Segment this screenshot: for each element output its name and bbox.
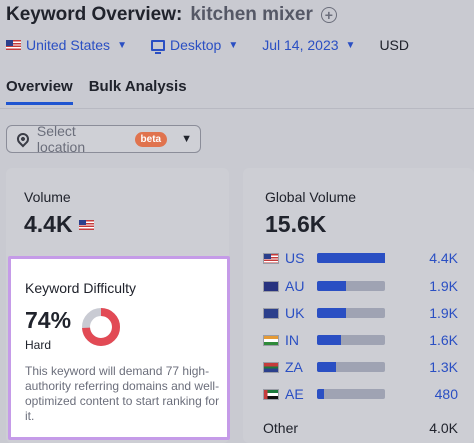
country-volume: 1.9K <box>429 305 458 321</box>
share-bar-fill <box>317 253 385 263</box>
country-select[interactable]: United States ▼ <box>6 37 127 53</box>
in-flag-icon <box>263 334 279 346</box>
country-label: United States <box>26 37 111 53</box>
share-bar-fill <box>317 335 341 345</box>
share-bar-fill <box>317 362 336 372</box>
keyword-text: kitchen mixer <box>190 4 313 25</box>
share-bar <box>317 281 385 291</box>
au-flag-icon <box>263 280 279 292</box>
currency-label: USD <box>379 37 409 53</box>
keyword-difficulty-card: Keyword Difficulty 74% Hard This keyword… <box>8 256 230 440</box>
date-select[interactable]: Jul 14, 2023 ▼ <box>262 37 355 53</box>
kd-label: Keyword Difficulty <box>25 280 137 296</box>
volume-label: Volume <box>24 189 71 205</box>
country-code: US <box>285 250 305 266</box>
location-select[interactable]: Select location beta ▼ <box>6 123 201 155</box>
za-flag-icon <box>263 361 279 373</box>
kd-donut-fill <box>82 308 120 346</box>
share-bar-fill <box>317 389 324 399</box>
location-placeholder: Select location <box>36 123 86 155</box>
desktop-icon <box>150 39 165 54</box>
title-text: Keyword Overview: <box>6 4 183 25</box>
date-label: Jul 14, 2023 <box>262 37 339 53</box>
filters-bar: United States ▼ Desktop ▼ Jul 14, 2023 ▼… <box>6 34 409 56</box>
share-bar-fill <box>317 308 346 318</box>
share-bar-fill <box>317 281 346 291</box>
chevron-down-icon: ▼ <box>181 133 192 145</box>
us-flag-icon <box>263 252 279 264</box>
share-bar <box>317 362 385 372</box>
country-row-us[interactable]: US 4.4K <box>263 248 458 268</box>
chevron-down-icon: ▼ <box>228 39 239 51</box>
tab-bar: Overview Bulk Analysis <box>6 78 187 105</box>
country-code: AE <box>285 386 304 402</box>
volume-number: 4.4K <box>24 211 73 237</box>
kd-level: Hard <box>25 338 52 352</box>
global-volume-label: Global Volume <box>265 189 357 205</box>
country-code: AU <box>285 278 305 294</box>
country-code: IN <box>285 332 299 348</box>
location-pin-icon <box>14 130 32 148</box>
device-label: Desktop <box>169 37 222 53</box>
volume-value: 4.4K <box>24 211 94 238</box>
page-title: Keyword Overview: kitchen mixer + <box>6 2 337 28</box>
share-bar <box>317 253 385 263</box>
country-volume: 4.4K <box>429 250 458 266</box>
country-row-au[interactable]: AU 1.9K <box>263 276 458 296</box>
chevron-down-icon: ▼ <box>345 39 356 51</box>
us-flag-icon <box>78 219 94 230</box>
country-row-uk[interactable]: UK 1.9K <box>263 303 458 323</box>
global-volume-value: 15.6K <box>265 211 327 237</box>
country-row-ae[interactable]: AE 480 <box>263 384 458 404</box>
country-row-za[interactable]: ZA 1.3K <box>263 357 458 377</box>
beta-badge: beta <box>134 131 168 147</box>
share-bar <box>317 335 385 345</box>
uk-flag-icon <box>263 307 279 319</box>
tab-bulk-analysis[interactable]: Bulk Analysis <box>88 78 187 95</box>
country-row-in[interactable]: IN 1.6K <box>263 330 458 350</box>
chevron-down-icon: ▼ <box>117 39 127 51</box>
tab-overview[interactable]: Overview <box>6 78 73 105</box>
add-plus-icon[interactable]: + <box>320 7 337 23</box>
us-flag-icon <box>6 40 21 50</box>
kd-donut-chart <box>82 308 120 346</box>
share-bar <box>317 308 385 318</box>
tab-divider <box>0 108 474 109</box>
kd-value: 74% <box>25 307 72 333</box>
country-code: ZA <box>285 359 303 375</box>
country-volume: 1.6K <box>429 332 458 348</box>
country-row-other: Other 4.0K <box>263 418 458 438</box>
country-volume: 1.9K <box>429 278 458 294</box>
kd-description: This keyword will demand 77 high-authori… <box>25 364 220 423</box>
country-volume: 1.3K <box>429 359 458 375</box>
country-volume: 480 <box>434 386 458 402</box>
device-select[interactable]: Desktop ▼ <box>150 37 239 54</box>
other-volume: 4.0K <box>429 420 458 436</box>
share-bar <box>317 389 385 399</box>
ae-flag-icon <box>263 388 279 400</box>
other-label: Other <box>263 420 299 436</box>
country-code: UK <box>285 305 305 321</box>
